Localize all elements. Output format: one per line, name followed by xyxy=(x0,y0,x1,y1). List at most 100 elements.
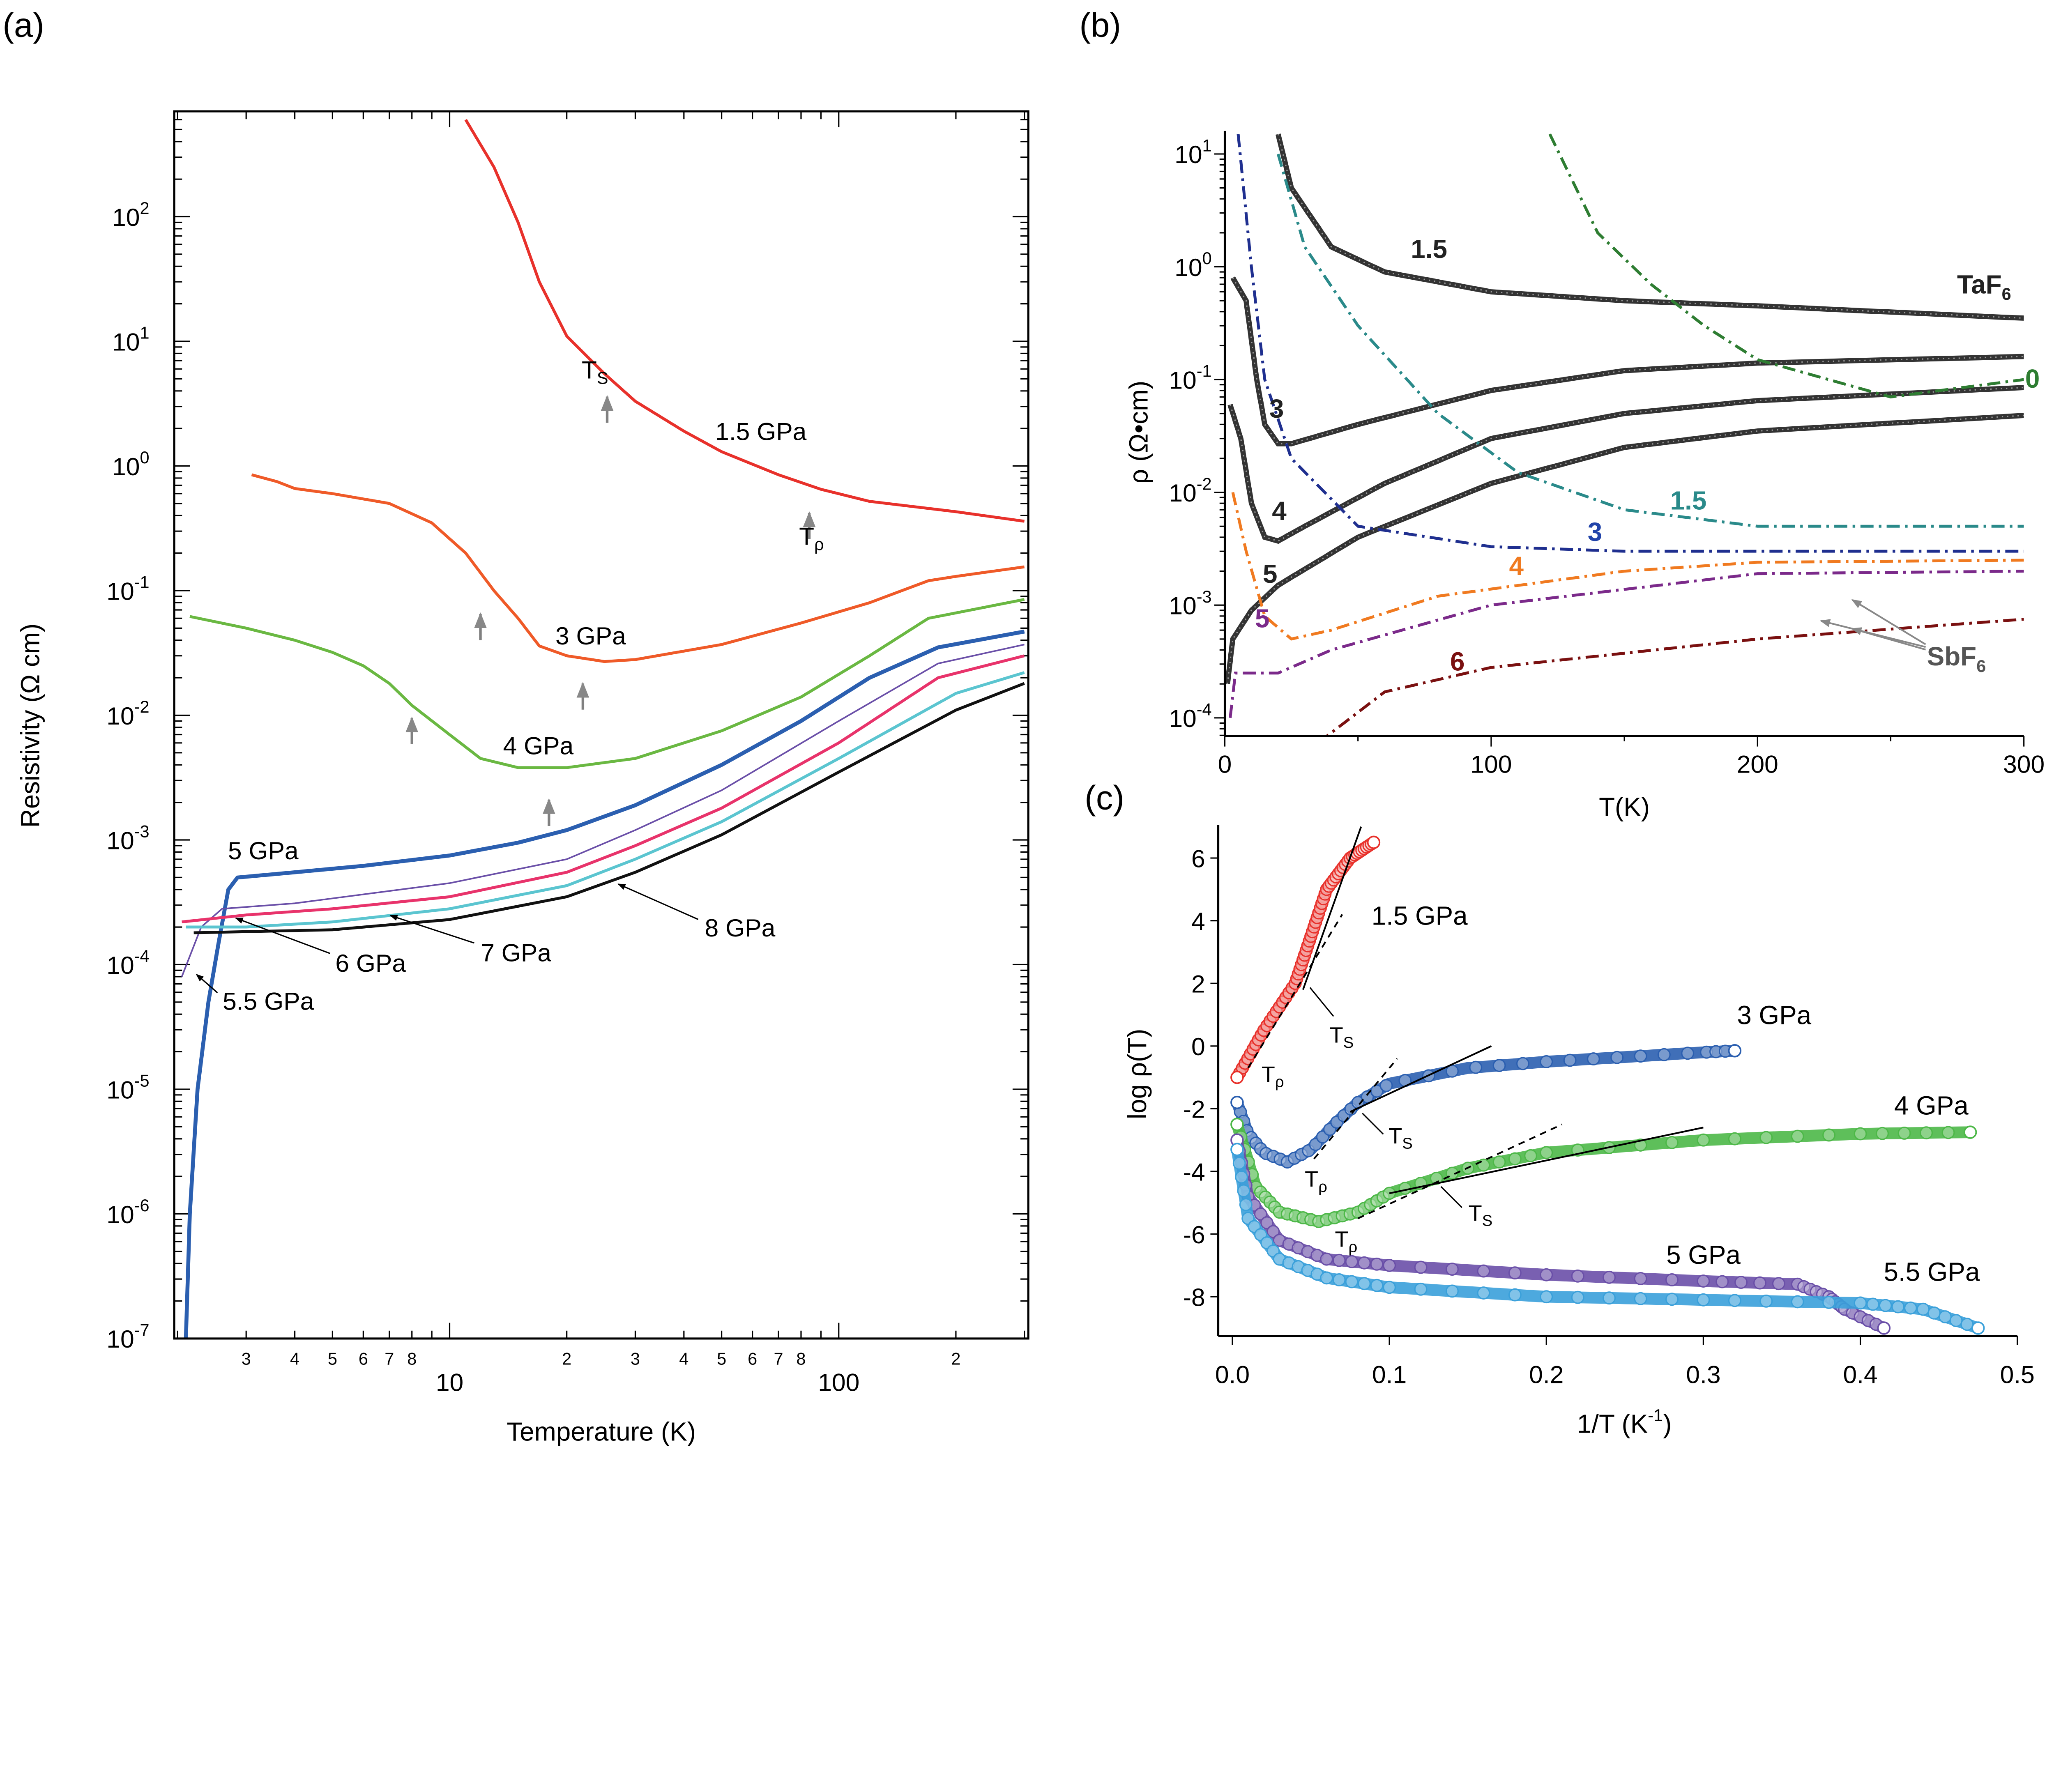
arrow-5.5gpa xyxy=(196,974,218,994)
data-point-3gpa xyxy=(1273,1152,1287,1166)
c-trho-4: Tρ xyxy=(1335,1227,1357,1256)
series-line-7gpa xyxy=(186,671,1025,929)
fit-line-dashed xyxy=(1357,1123,1563,1219)
data-point-5gpa xyxy=(1266,1225,1280,1238)
data-point-5.5gpa xyxy=(1237,1184,1250,1198)
x-tick-label: 0 xyxy=(1218,750,1232,778)
y-tick-label: 10-7 xyxy=(106,1320,149,1353)
data-point-5.5gpa xyxy=(1904,1301,1917,1315)
data-point-5.5gpa xyxy=(1370,1279,1384,1292)
series-line-sbf6-4 xyxy=(1231,492,2024,641)
data-point-5.5gpa xyxy=(1927,1306,1941,1320)
data-point-5gpa xyxy=(1345,1255,1359,1268)
pointer-arrows xyxy=(196,883,699,994)
data-point-3gpa xyxy=(1540,1055,1553,1068)
data-point-5.5gpa xyxy=(1960,1318,1974,1331)
data-point-4gpa xyxy=(1273,1205,1286,1219)
data-point-5.5gpa xyxy=(1938,1310,1952,1323)
sbf6-label-0: 0 xyxy=(2025,364,2040,393)
data-point-5.5gpa xyxy=(1230,1143,1244,1156)
series-markers-taf6-3 xyxy=(1232,277,2024,444)
x-tick-label: 0.4 xyxy=(1843,1360,1877,1388)
series-line-6gpa xyxy=(182,654,1025,924)
data-point-5.5gpa xyxy=(1235,1170,1248,1184)
series-line-1.5gpa xyxy=(464,119,1025,523)
data-point-4gpa xyxy=(1263,1195,1277,1209)
c-label-3gpa: 3 GPa xyxy=(1737,1001,1811,1030)
series-line-sbf6-6 xyxy=(1324,618,2024,736)
data-point-4gpa xyxy=(1665,1136,1679,1149)
data-point-5gpa xyxy=(1446,1263,1459,1276)
label-3gpa: 3 GPa xyxy=(555,622,626,650)
y-tick-label: -4 xyxy=(1183,1158,1205,1186)
taf6-label-5: 5 xyxy=(1263,559,1277,589)
data-point-5gpa xyxy=(1716,1275,1729,1288)
ts-pointer xyxy=(1440,1186,1462,1208)
c-label-1.5gpa: 1.5 GPa xyxy=(1372,901,1468,930)
data-point-5.5gpa xyxy=(1239,1198,1253,1211)
sbf6-label-1.5: 1.5 xyxy=(1670,485,1707,515)
c-ts-3: TS xyxy=(1389,1124,1413,1152)
data-point-4gpa xyxy=(1492,1155,1506,1169)
x-minor-tick-label: 7 xyxy=(385,1349,394,1369)
data-point-4gpa xyxy=(1336,1209,1349,1223)
data-point-4gpa xyxy=(1759,1131,1773,1144)
x-tick-label: 100 xyxy=(1470,750,1512,778)
data-point-5gpa xyxy=(1854,1310,1867,1323)
series-line-8gpa xyxy=(193,682,1025,934)
y-tick-label: -6 xyxy=(1183,1221,1205,1249)
sbf6-arrow xyxy=(1851,599,1926,645)
data-point-4gpa xyxy=(1540,1146,1553,1159)
x-minor-tick-label: 5 xyxy=(717,1349,726,1369)
taf6-label-4: 4 xyxy=(1272,496,1287,526)
x-tick-label: 0.0 xyxy=(1215,1360,1250,1388)
y-tick-label: 10-6 xyxy=(106,1196,149,1228)
series-line-sbf6-5 xyxy=(1229,570,2024,718)
series-line-5gpa xyxy=(184,629,1025,1339)
arrow-7gpa xyxy=(389,915,474,944)
series-line-sbf6-0 xyxy=(1548,133,2024,399)
ts-label: TS xyxy=(582,356,608,388)
y-tick-label: 10-1 xyxy=(1169,361,1211,394)
x-minor-tick-label: 8 xyxy=(796,1349,806,1369)
sbf6-arrow xyxy=(1851,627,1926,651)
data-point-5gpa xyxy=(1877,1321,1891,1335)
data-point-5.5gpa xyxy=(1879,1299,1892,1312)
ts-pointer xyxy=(1309,987,1334,1017)
data-point-1.5gpa xyxy=(1230,1070,1244,1084)
y-tick-label: -8 xyxy=(1183,1284,1205,1311)
c-trho-1.5: Tρ xyxy=(1262,1062,1284,1091)
fit-line-dashed xyxy=(1313,1058,1398,1159)
data-point-5.5gpa xyxy=(1345,1275,1359,1288)
sbf6-group-label: SbF6 xyxy=(1927,642,1986,676)
x-minor-tick-label: 3 xyxy=(631,1349,640,1369)
data-point-4gpa xyxy=(1320,1213,1333,1226)
data-point-5.5gpa xyxy=(1949,1314,1963,1327)
data-point-3gpa xyxy=(1728,1044,1742,1058)
x-tick-label: 0.3 xyxy=(1686,1360,1720,1388)
y-tick-label: 100 xyxy=(1174,248,1211,281)
data-point-4gpa xyxy=(1376,1190,1390,1204)
x-minor-tick-label: 8 xyxy=(407,1349,417,1369)
label-4gpa: 4 GPa xyxy=(503,732,573,760)
series-band-3gpa xyxy=(1231,1045,1741,1168)
data-point-5gpa xyxy=(1414,1261,1428,1274)
x-tick-label: 0.2 xyxy=(1529,1360,1564,1388)
data-point-5gpa xyxy=(1332,1254,1346,1267)
sbf6-label-5: 5 xyxy=(1255,603,1269,633)
data-point-5gpa xyxy=(1753,1276,1766,1290)
x-minor-tick-label: 7 xyxy=(774,1349,783,1369)
data-point-5.5gpa xyxy=(1477,1286,1490,1300)
data-point-3gpa xyxy=(1287,1152,1301,1165)
data-point-3gpa xyxy=(1361,1090,1374,1104)
data-point-5.5gpa xyxy=(1446,1284,1459,1298)
data-point-5.5gpa xyxy=(1358,1277,1371,1291)
data-point-3gpa xyxy=(1709,1045,1722,1058)
label-6gpa: 6 GPa xyxy=(335,949,406,977)
data-point-3gpa xyxy=(1516,1057,1529,1070)
x-minor-tick-label: 2 xyxy=(562,1349,571,1369)
x-minor-tick-label: 3 xyxy=(242,1349,251,1369)
x-minor-tick-label: 6 xyxy=(359,1349,368,1369)
y-tick-label: 10-4 xyxy=(1169,699,1211,732)
taf6-group-label: TaF6 xyxy=(1957,269,2011,304)
